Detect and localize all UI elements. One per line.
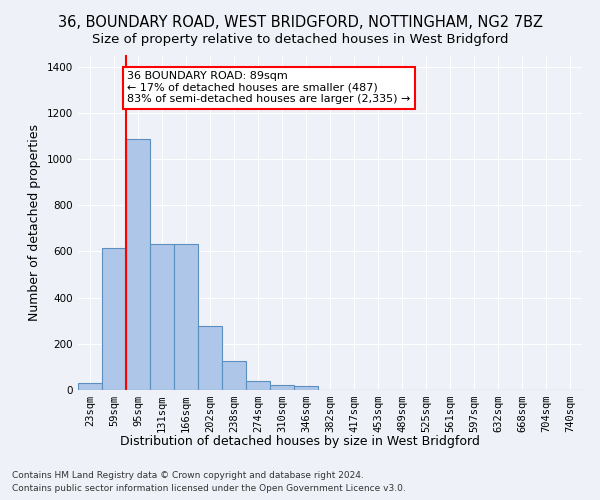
Y-axis label: Number of detached properties: Number of detached properties: [28, 124, 41, 321]
Bar: [270, 385, 294, 390]
Text: 36 BOUNDARY ROAD: 89sqm
← 17% of detached houses are smaller (487)
83% of semi-d: 36 BOUNDARY ROAD: 89sqm ← 17% of detache…: [127, 71, 410, 104]
Bar: [126, 140, 150, 390]
Bar: [102, 248, 126, 390]
Bar: [294, 386, 318, 390]
Text: Distribution of detached houses by size in West Bridgford: Distribution of detached houses by size …: [120, 435, 480, 448]
Text: Size of property relative to detached houses in West Bridgford: Size of property relative to detached ho…: [92, 32, 508, 46]
Bar: [222, 361, 246, 390]
Bar: [174, 244, 198, 390]
Bar: [150, 244, 174, 390]
Text: Contains HM Land Registry data © Crown copyright and database right 2024.: Contains HM Land Registry data © Crown c…: [12, 470, 364, 480]
Bar: [198, 326, 222, 390]
Text: 36, BOUNDARY ROAD, WEST BRIDGFORD, NOTTINGHAM, NG2 7BZ: 36, BOUNDARY ROAD, WEST BRIDGFORD, NOTTI…: [58, 15, 542, 30]
Bar: [78, 383, 102, 390]
Bar: [246, 381, 270, 390]
Text: Contains public sector information licensed under the Open Government Licence v3: Contains public sector information licen…: [12, 484, 406, 493]
